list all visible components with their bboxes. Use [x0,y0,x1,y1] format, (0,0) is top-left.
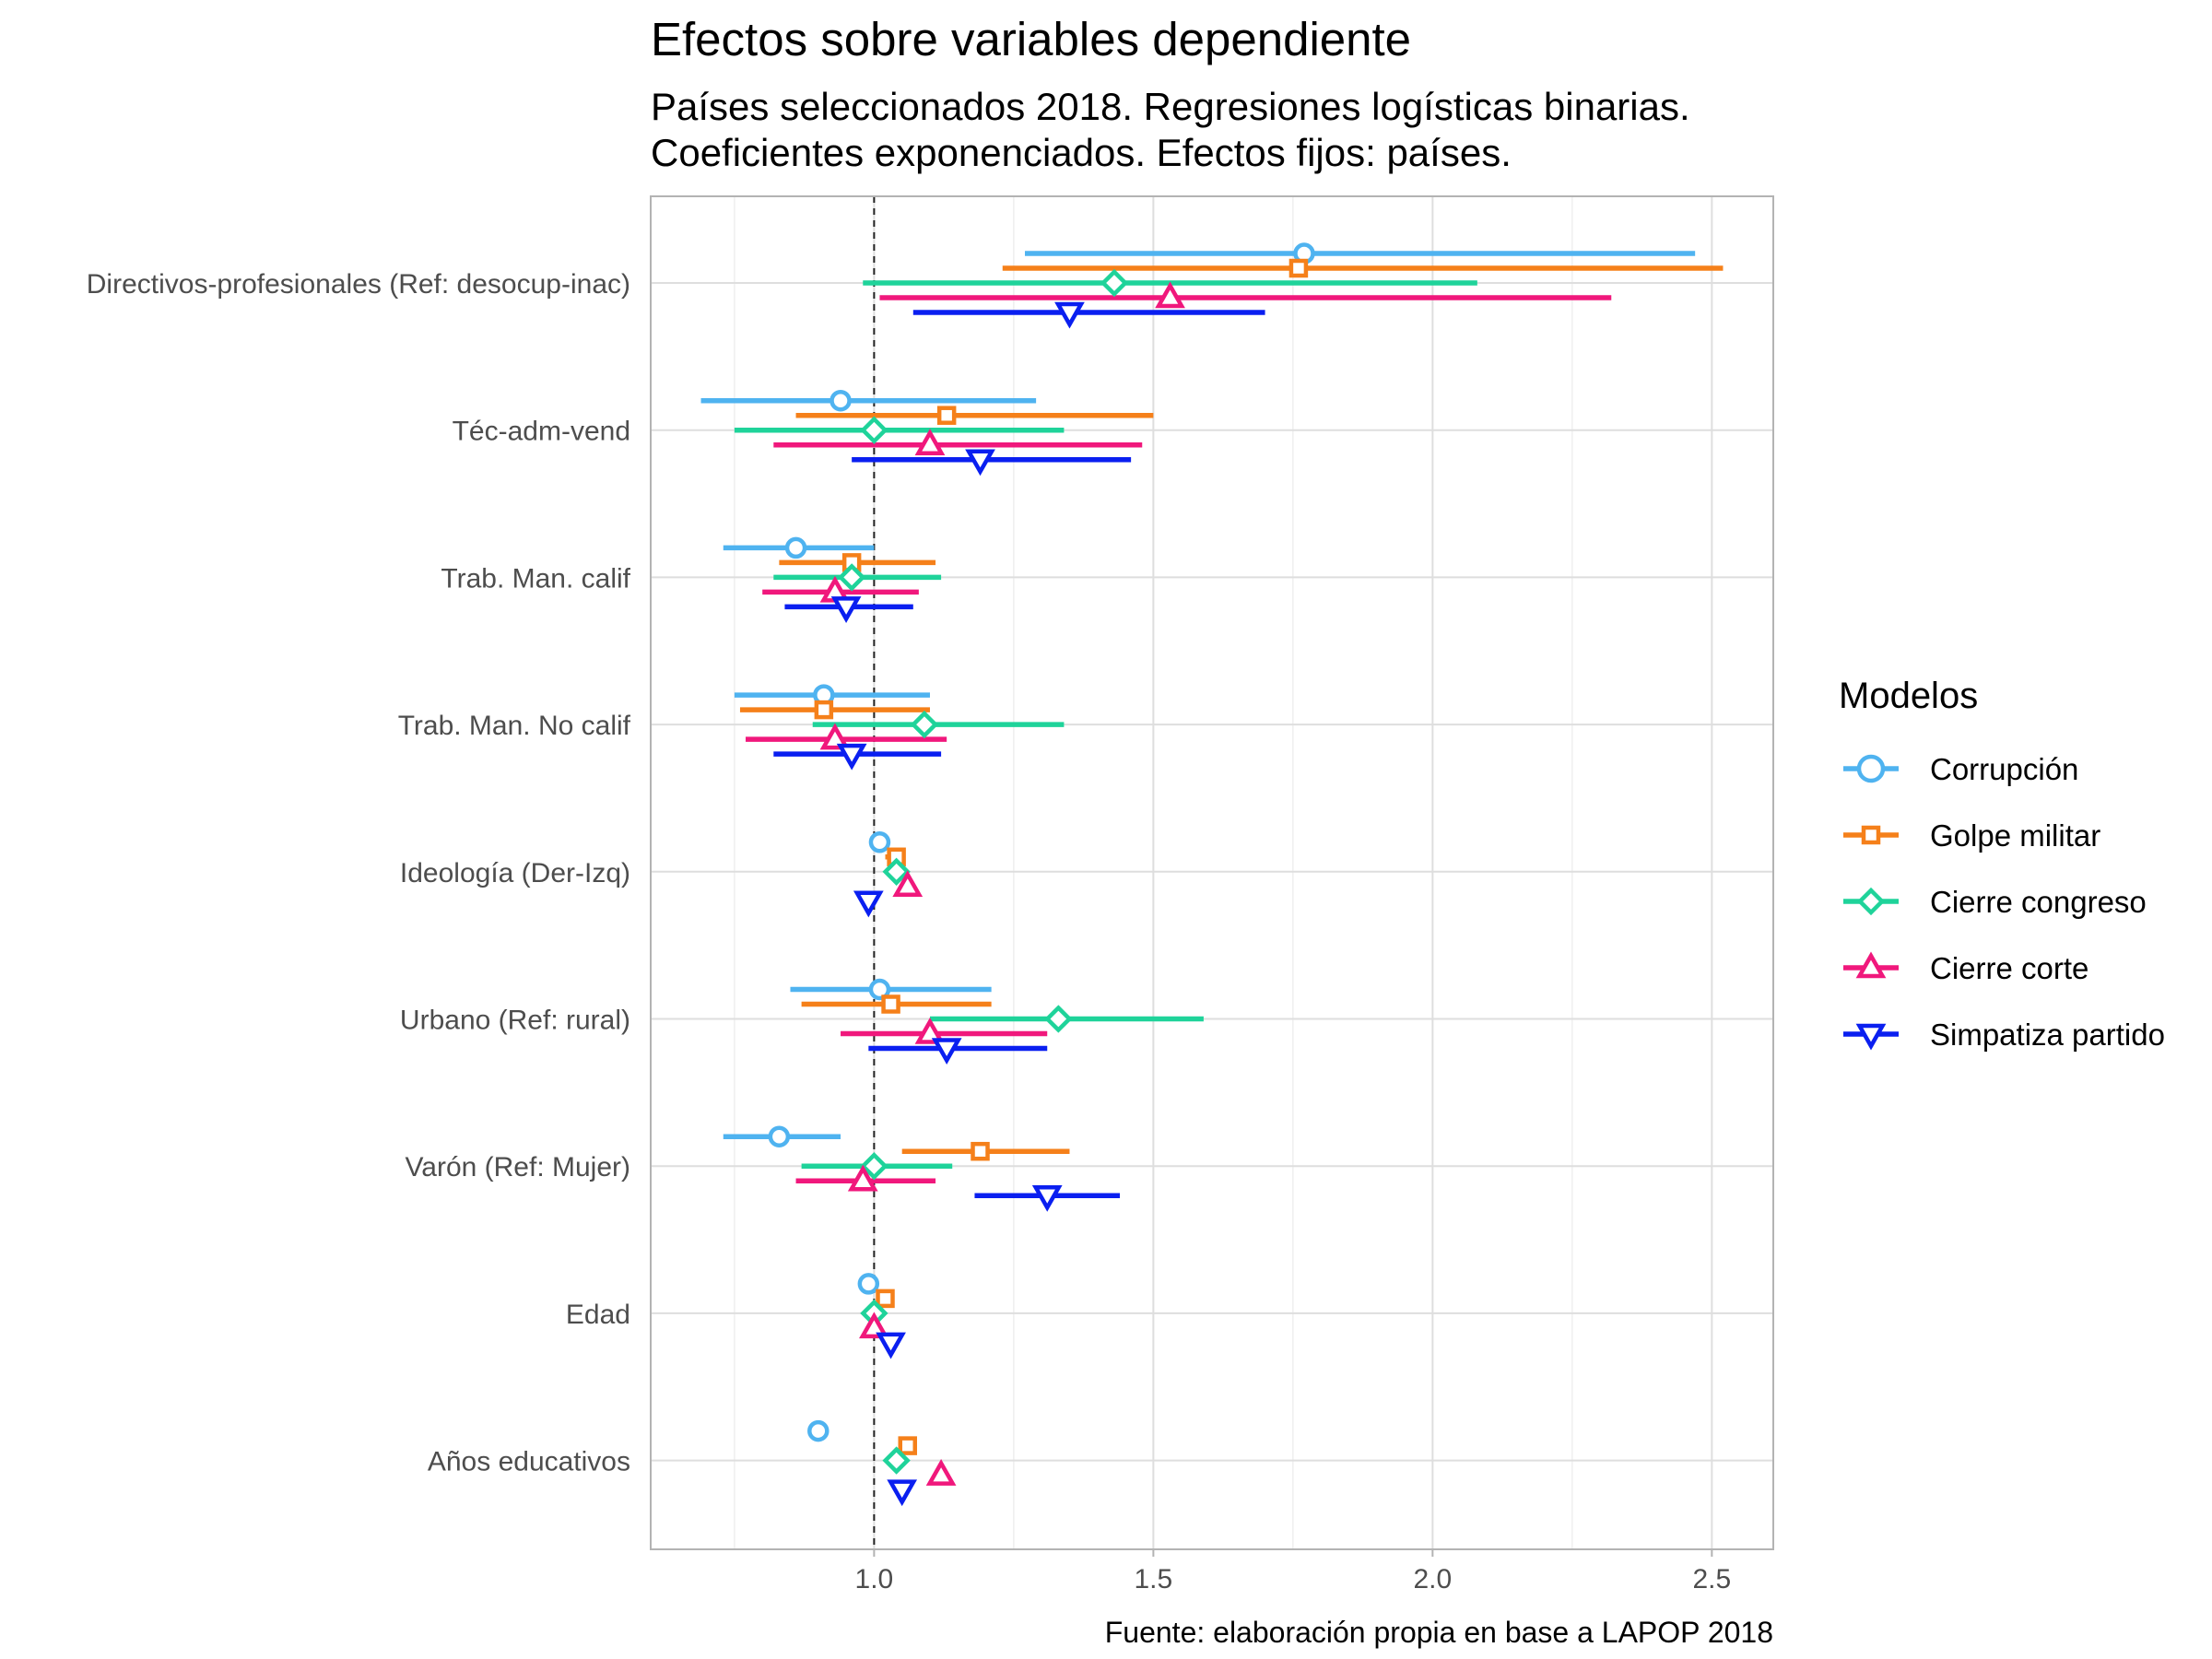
y-tick-label: Urbano (Ref: rural) [400,1006,630,1036]
plot-area: Directivos-profesionales (Ref: desocup-i… [87,195,1774,1594]
data-point [876,1288,895,1309]
data-point [910,710,939,739]
chart-title: Efectos sobre variables dependiente [651,13,1411,65]
data-point [857,1273,880,1295]
data-point [914,429,946,455]
legend-key-marker [1861,825,1881,845]
legend-label: Cierre congreso [1930,885,2147,919]
panel-border [650,195,1774,1550]
y-tick-label: Años educativos [428,1447,630,1477]
legend-key-marker [1856,754,1886,783]
y-tick-label: Trab. Man. calif [441,563,630,594]
legend-key-marker [1855,1023,1887,1051]
y-tick-label: Directivos-profesionales (Ref: desocup-i… [87,269,630,300]
data-point [868,831,891,853]
data-point [881,994,900,1014]
data-point [887,1479,918,1507]
data-point [925,1459,957,1486]
y-tick-label: Téc-adm-vend [453,417,630,447]
data-point [931,1038,962,1065]
data-point [1054,301,1085,329]
chart-subtitle-line-2: Coeficientes exponenciados. Efectos fijo… [651,131,1512,174]
data-point [819,723,851,750]
x-tick-label: 1.5 [1135,1564,1173,1594]
data-point [936,406,957,425]
y-tick-label: Varón (Ref: Mujer) [405,1152,630,1182]
data-point [830,596,862,623]
data-point [898,1436,917,1455]
data-point [768,1125,791,1147]
legend-label: Cierre corte [1930,951,2088,985]
data-point [830,389,852,412]
legend-title: Modelos [1839,676,1978,716]
data-point [837,563,866,592]
legend-label: Simpatiza partido [1930,1018,2165,1052]
legend-key-marker [1855,951,1887,979]
data-point [1288,258,1309,278]
data-point [1155,281,1185,309]
data-point [876,1332,906,1359]
legend-label: Golpe militar [1930,818,2100,853]
data-point [859,1312,889,1339]
data-point [1044,1005,1073,1033]
data-point [1031,1184,1063,1212]
data-point [882,1446,911,1475]
legend: Modelos Corrupción Golpe militar Cierre co… [1839,676,2165,1052]
y-tick-label: Edad [566,1300,630,1330]
y-tick-label: Trab. Man. No calif [398,711,631,741]
data-point [814,700,834,720]
x-tick-label: 2.5 [1692,1564,1731,1594]
data-point [965,449,995,477]
data-point [836,743,867,771]
data-point [1100,268,1129,298]
data-point [807,1419,830,1442]
data-point [892,870,924,898]
y-tick-label: Ideología (Der-Izq) [400,858,630,888]
x-tick-label: 2.0 [1413,1564,1452,1594]
x-tick-label: 1.0 [855,1564,894,1594]
chart-caption: Fuente: elaboración propia en base a LAP… [1105,1616,1773,1649]
data-point [860,416,888,444]
data-point [868,978,891,1001]
data-point [971,1141,990,1161]
data-point [847,1164,878,1192]
data-point [853,890,884,918]
legend-label: Corrupción [1930,752,2078,786]
legend-key-marker [1856,887,1886,916]
data-point [882,857,911,886]
chart-subtitle-line-1: Países seleccionados 2018. Regresiones l… [651,85,1690,128]
data-point [784,536,807,559]
data-point [914,1017,946,1044]
data-point [860,1152,888,1181]
